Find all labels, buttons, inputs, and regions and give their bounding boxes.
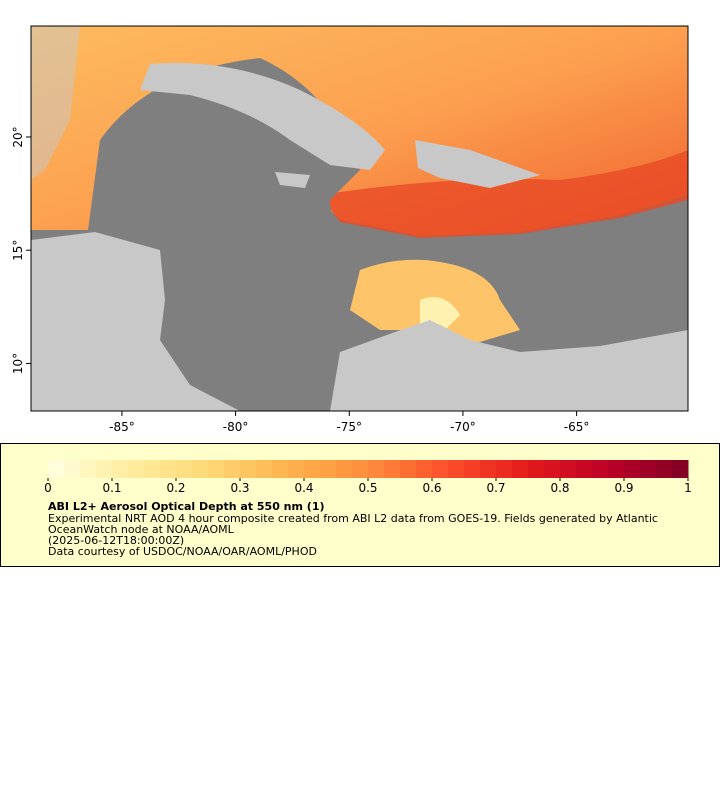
colorbar-swatch	[416, 460, 433, 478]
colorbar-tick-label: 0.8	[550, 481, 569, 495]
colorbar-swatch	[192, 460, 209, 478]
colorbar-swatch	[640, 460, 657, 478]
colorbar-swatch	[528, 460, 545, 478]
colorbar-tick-label: 0.7	[486, 481, 505, 495]
colorbar-swatch	[576, 460, 593, 478]
colorbar-swatch	[672, 460, 689, 478]
colorbar-tick-label: 0.3	[230, 481, 249, 495]
colorbar-tick-label: 0	[44, 481, 52, 495]
colorbar-swatch	[496, 460, 513, 478]
colorbar-swatch	[144, 460, 161, 478]
colorbar-swatch	[48, 460, 65, 478]
map-frame	[30, 25, 689, 412]
colorbar-swatch	[240, 460, 257, 478]
x-tick-label: -85°	[109, 420, 135, 434]
legend-line: OceanWatch node at NOAA/AOML	[48, 523, 235, 536]
colorbar-swatch	[464, 460, 481, 478]
colorbar-tick-label: 0.9	[614, 481, 633, 495]
land-south-america	[330, 320, 688, 411]
land-yucatan	[31, 26, 80, 180]
legend-line: Data courtesy of USDOC/NOAA/OAR/AOML/PHO…	[48, 545, 317, 558]
land-jamaica	[275, 172, 310, 188]
colorbar-swatch	[208, 460, 225, 478]
colorbar-swatch	[656, 460, 673, 478]
colorbar-swatch	[304, 460, 321, 478]
colorbar-swatch	[336, 460, 353, 478]
colorbar-tick-label: 0.4	[294, 481, 313, 495]
colorbar-swatch	[384, 460, 401, 478]
x-tick-label: -75°	[336, 420, 362, 434]
ocean-west	[88, 58, 360, 400]
x-tick-label: -65°	[564, 420, 590, 434]
colorbar-swatch	[624, 460, 641, 478]
land-hispaniola	[415, 140, 540, 188]
colorbar-swatch	[80, 460, 97, 478]
colorbar-swatch	[320, 460, 337, 478]
x-tick-label: -80°	[223, 420, 249, 434]
colorbar-swatch	[224, 460, 241, 478]
colorbar-swatch	[256, 460, 273, 478]
colorbar-swatch	[608, 460, 625, 478]
colorbar-swatch	[512, 460, 529, 478]
colorbar-tick-label: 0.2	[166, 481, 185, 495]
colorbar-swatch	[288, 460, 305, 478]
colorbar-swatch	[128, 460, 145, 478]
y-tick-label: 10°	[11, 353, 25, 374]
colorbar-swatch	[592, 460, 609, 478]
colorbar-swatch	[160, 460, 177, 478]
colorbar-swatch	[112, 460, 129, 478]
colorbar-swatch	[400, 460, 417, 478]
colorbar-swatch	[368, 460, 385, 478]
y-tick-label: 20°	[11, 126, 25, 147]
legend-line: Experimental NRT AOD 4 hour composite cr…	[48, 512, 658, 525]
colorbar-tick-label: 0.1	[102, 481, 121, 495]
aerosol-high	[320, 150, 688, 238]
legend-title: ABI L2+ Aerosol Optical Depth at 550 nm …	[48, 500, 325, 513]
y-tick-label: 15°	[11, 240, 25, 261]
colorbar-swatch	[544, 460, 561, 478]
colorbar-swatch	[432, 460, 449, 478]
colorbar-swatch	[64, 460, 81, 478]
colorbar-swatch	[480, 460, 497, 478]
colorbar-swatch	[176, 460, 193, 478]
map	[31, 26, 688, 411]
colorbar-tick-label: 1	[684, 481, 692, 495]
colorbar-tick-label: 0.6	[422, 481, 441, 495]
colorbar-swatch	[96, 460, 113, 478]
colorbar-swatch	[560, 460, 577, 478]
x-tick-label: -70°	[450, 420, 476, 434]
legend-line: (2025-06-12T18:00:00Z)	[48, 534, 184, 547]
colorbar-swatch	[272, 460, 289, 478]
land-cuba	[140, 63, 385, 171]
colorbar-swatch	[448, 460, 465, 478]
colorbar-tick-label: 0.5	[358, 481, 377, 495]
land-central-america	[31, 232, 240, 411]
colorbar-swatch	[352, 460, 369, 478]
